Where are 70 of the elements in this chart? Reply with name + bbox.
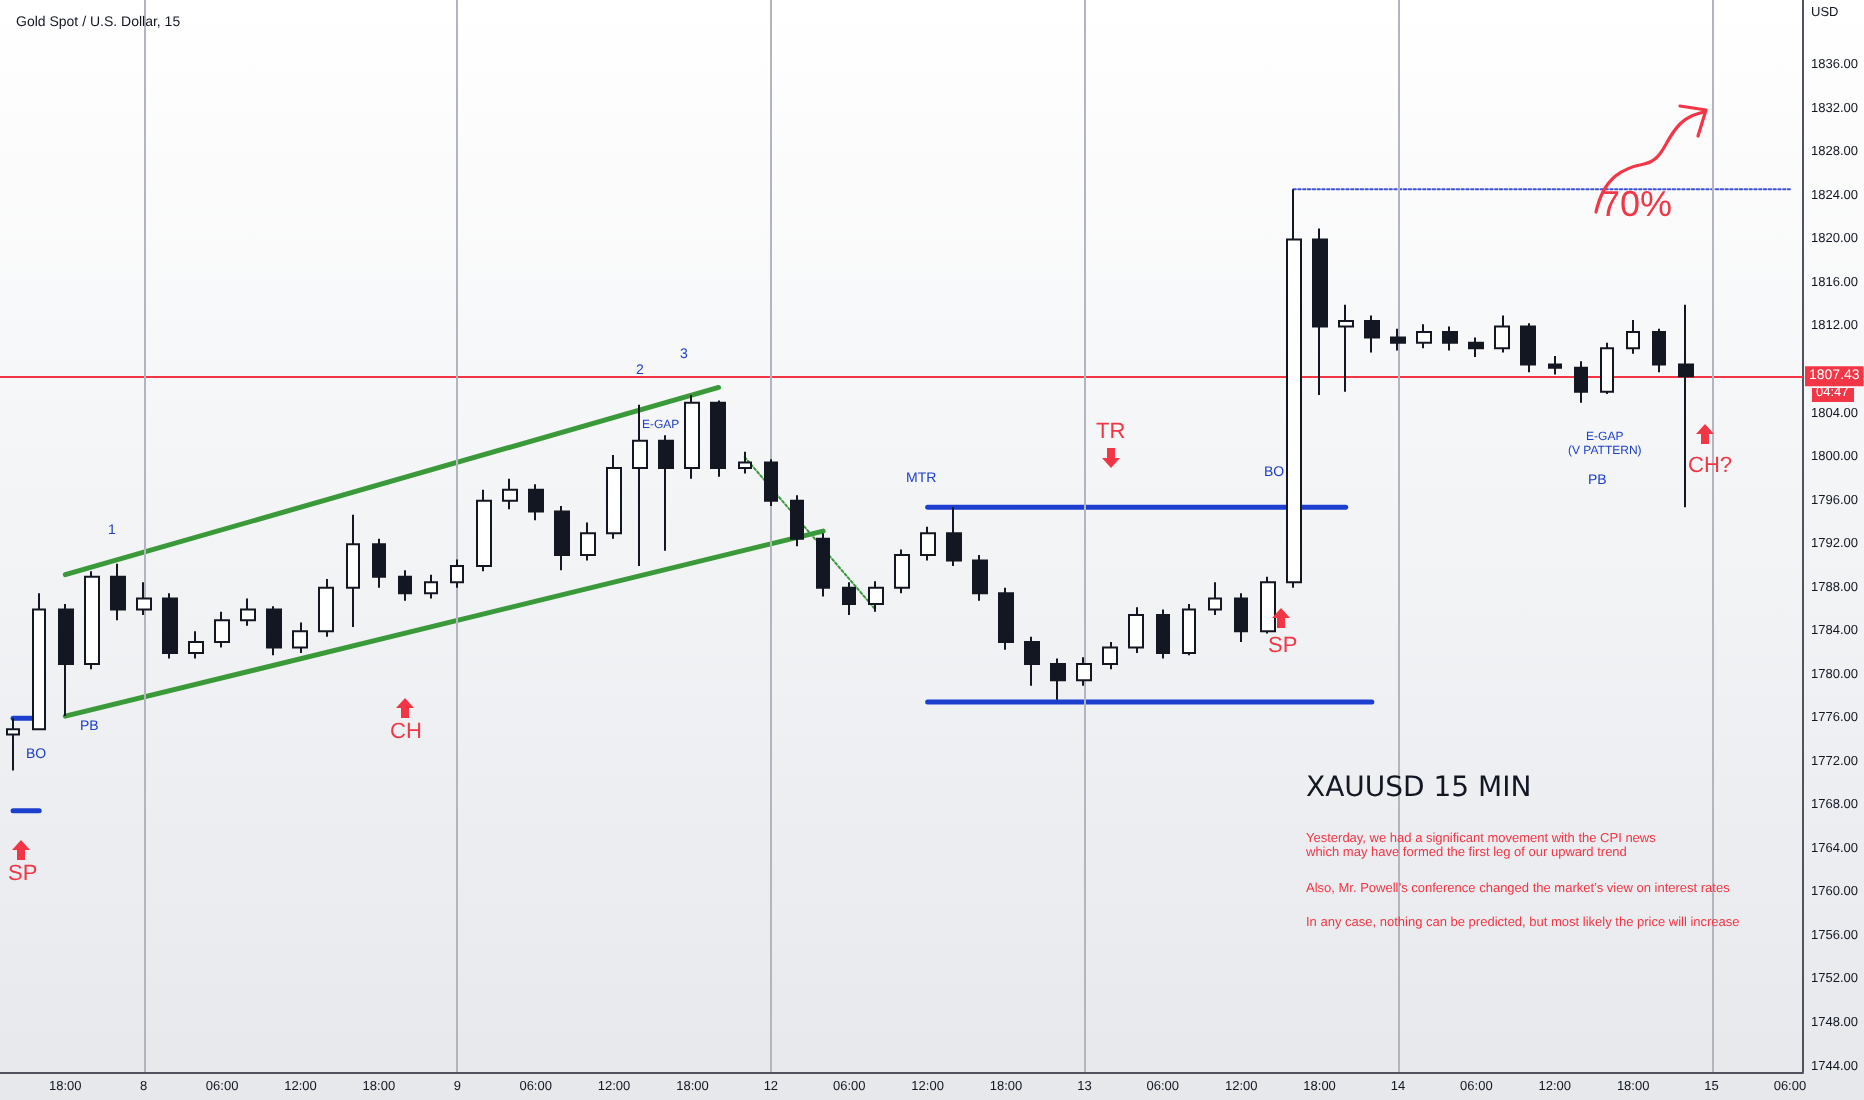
candlestick xyxy=(1338,303,1354,393)
candlestick xyxy=(1050,657,1066,701)
candlestick xyxy=(868,580,884,613)
candlestick xyxy=(1286,188,1302,589)
candlestick xyxy=(450,558,464,589)
candlestick xyxy=(894,548,910,595)
candlestick xyxy=(292,621,308,654)
candlestick xyxy=(710,399,726,478)
candlestick xyxy=(162,592,178,660)
candlestick xyxy=(972,554,988,602)
candlestick xyxy=(1390,327,1406,352)
candlestick xyxy=(32,592,46,731)
candlestick xyxy=(502,477,518,511)
candlestick xyxy=(1494,314,1510,354)
candlestick xyxy=(842,581,856,616)
candlestick xyxy=(398,569,412,602)
candlestick xyxy=(816,532,830,598)
candlestick xyxy=(188,630,204,660)
candlestick xyxy=(920,525,936,562)
candlestick xyxy=(580,521,596,562)
candlestick xyxy=(1574,360,1588,404)
candlestick xyxy=(738,450,752,475)
candlestick xyxy=(790,494,804,548)
candlestick xyxy=(1468,336,1484,358)
candlestick xyxy=(998,586,1014,651)
candlestick xyxy=(1182,603,1196,657)
candlestick xyxy=(346,513,360,628)
candlestick xyxy=(6,717,20,772)
candlestick xyxy=(1076,656,1092,687)
annotation: TR xyxy=(1096,420,1126,446)
candlestick xyxy=(1024,635,1040,687)
candlestick xyxy=(372,537,386,589)
candlestick xyxy=(318,577,334,638)
candlestick xyxy=(1156,608,1170,660)
candlestick xyxy=(1208,581,1222,616)
candlestick xyxy=(110,562,126,622)
candlestick xyxy=(424,573,438,600)
candlestick xyxy=(1548,354,1562,376)
candlestick xyxy=(946,506,962,567)
candlestick xyxy=(658,434,674,552)
candlestick xyxy=(528,483,544,522)
candlestick xyxy=(1128,606,1144,654)
candlestick xyxy=(1102,641,1118,671)
candlestick xyxy=(1416,323,1432,350)
candlestick xyxy=(684,394,700,480)
candlestick xyxy=(606,453,622,540)
annotation: XAUUSD 15 MIN xyxy=(1306,772,1532,805)
candlestick xyxy=(240,597,256,627)
annotation: CH? xyxy=(1688,454,1733,480)
annotation: SP xyxy=(1268,634,1298,660)
candlestick xyxy=(1442,325,1458,352)
candlestick xyxy=(1364,314,1380,354)
candlestick xyxy=(136,581,152,616)
annotation: CH xyxy=(390,720,422,746)
candlestick xyxy=(214,610,230,649)
candlestick xyxy=(764,458,778,508)
candlestick xyxy=(1600,341,1614,395)
candlestick xyxy=(476,488,492,573)
candlestick xyxy=(266,605,282,657)
candlestick xyxy=(1520,322,1536,374)
candlestick xyxy=(58,603,74,718)
candlestick xyxy=(1652,327,1666,374)
annotation: SP xyxy=(8,862,38,888)
candlestick xyxy=(1234,592,1248,644)
annotation: 70% xyxy=(1600,184,1673,226)
candlestick xyxy=(84,570,100,671)
candlestick xyxy=(554,505,570,572)
candlestick xyxy=(1260,575,1276,635)
candlestick xyxy=(1312,227,1328,397)
candlestick xyxy=(1626,318,1640,355)
